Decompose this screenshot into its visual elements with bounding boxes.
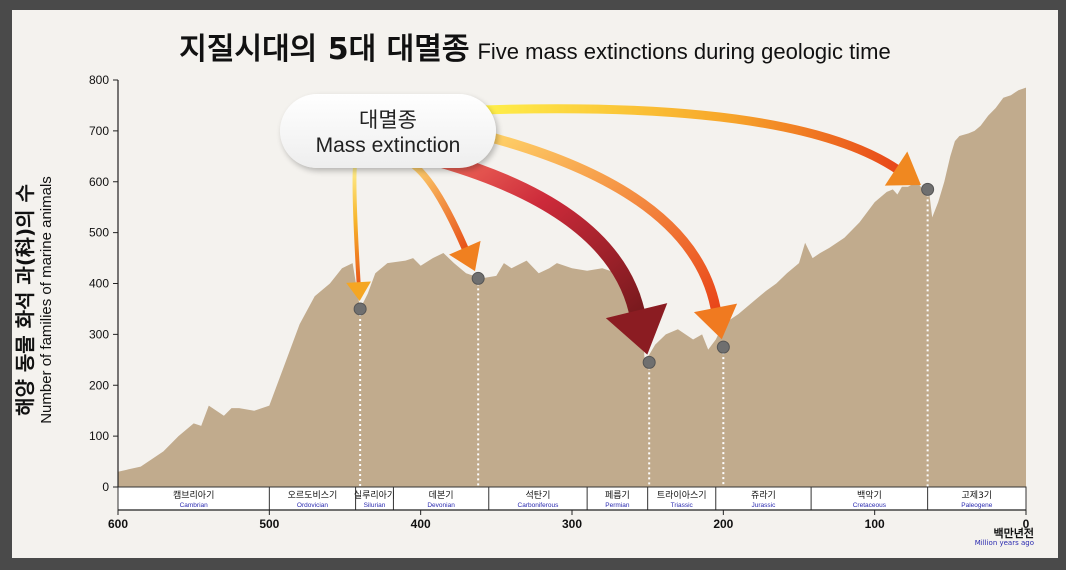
extinction-arrow-head [693, 303, 738, 340]
x-axis-unit-korean: 백만년전 [993, 527, 1034, 540]
x-tick-label: 500 [259, 517, 279, 531]
era-label-korean: 데본기 [429, 490, 454, 501]
y-tick-label: 200 [89, 378, 109, 392]
era-label-korean: 캠브리아기 [173, 489, 214, 501]
plot-area [118, 80, 1026, 487]
x-tick-label: 400 [411, 517, 431, 531]
extinction-point [716, 340, 730, 354]
title-english: Five mass extinctions during geologic ti… [477, 39, 891, 64]
y-axis-label-korean: 해양 동물 화석 과(科)의 수 [13, 184, 37, 416]
extinction-point [353, 302, 367, 316]
extinction-arrow-head [605, 303, 668, 355]
era-label-korean: 쥬라기 [751, 490, 776, 501]
x-axis-unit-english: Million years ago [974, 539, 1034, 548]
extinction-point [642, 355, 656, 369]
extinction-arrow-head [884, 151, 921, 186]
figure-frame: 지질시대의 5대 대멸종 Five mass extinctions during… [12, 10, 1058, 558]
x-tick-label: 600 [108, 517, 128, 531]
extinction-point [921, 182, 935, 196]
y-tick-label: 600 [89, 175, 109, 189]
x-tick-label: 100 [865, 517, 885, 531]
y-tick-label: 0 [102, 480, 109, 494]
era-label-english: Ordovician [297, 502, 328, 509]
callout-english: Mass extinction [315, 134, 461, 157]
era-label-english: Cretaceous [853, 502, 887, 509]
x-tick-label: 300 [562, 517, 582, 531]
x-tick-label: 0 [1023, 517, 1030, 531]
era-label-english: Carboniferous [518, 502, 560, 509]
era-label-english: Permian [605, 502, 630, 509]
era-label-english: Paleogene [961, 502, 992, 509]
era-label-english: Devonian [427, 502, 455, 509]
extinction-point [471, 271, 485, 285]
axes: 0 100 200 300 400 500 600 700 800 600 500 400 300 200… [89, 73, 1030, 531]
era-label-korean: 실루리아기 [354, 490, 395, 501]
era-label-english: Triassic [671, 502, 694, 509]
era-label-korean: 페름기 [605, 490, 630, 501]
y-tick-label: 100 [89, 429, 109, 443]
extinction-arrow-shaft [477, 104, 901, 174]
era-band-background [117, 486, 1027, 511]
era-label-korean: 석탄기 [526, 490, 551, 501]
era-label-english: Jurassic [752, 502, 777, 509]
title-korean: 지질시대의 5대 대멸종 [179, 32, 470, 67]
extinction-arrow-shaft [434, 152, 645, 319]
extinction-arrow-head [449, 240, 481, 272]
era-label-korean: 고제3기 [962, 490, 993, 501]
extinction-arrow-head [346, 281, 371, 301]
era-label-korean: 오르도비스기 [288, 490, 338, 501]
y-tick-label: 700 [89, 124, 109, 138]
era-label-english: Cambrian [180, 502, 209, 509]
callout-korean: 대멸종 [359, 108, 417, 132]
extinction-arrow-shaft [477, 130, 721, 313]
marine-families-area [118, 87, 1026, 487]
y-tick-label: 400 [89, 277, 109, 291]
y-tick-label: 800 [89, 73, 109, 87]
x-tick-label: 200 [713, 517, 733, 531]
y-tick-label: 500 [89, 226, 109, 240]
era-label-korean: 백악기 [857, 489, 882, 501]
x-axis-unit: 백만년전 Million years ago [970, 527, 1034, 548]
y-axis-label-english: Number of families of marine animals [38, 176, 55, 424]
extinction-arrows [346, 104, 935, 510]
era-label-korean: 트라이아스기 [657, 490, 707, 501]
era-label-english: Silurian [364, 502, 386, 509]
y-tick-label: 300 [89, 327, 109, 341]
chart-title: 지질시대의 5대 대멸종 Five mass extinctions during… [12, 24, 1058, 68]
mass-extinction-callout: 대멸종 Mass extinction [280, 94, 496, 168]
